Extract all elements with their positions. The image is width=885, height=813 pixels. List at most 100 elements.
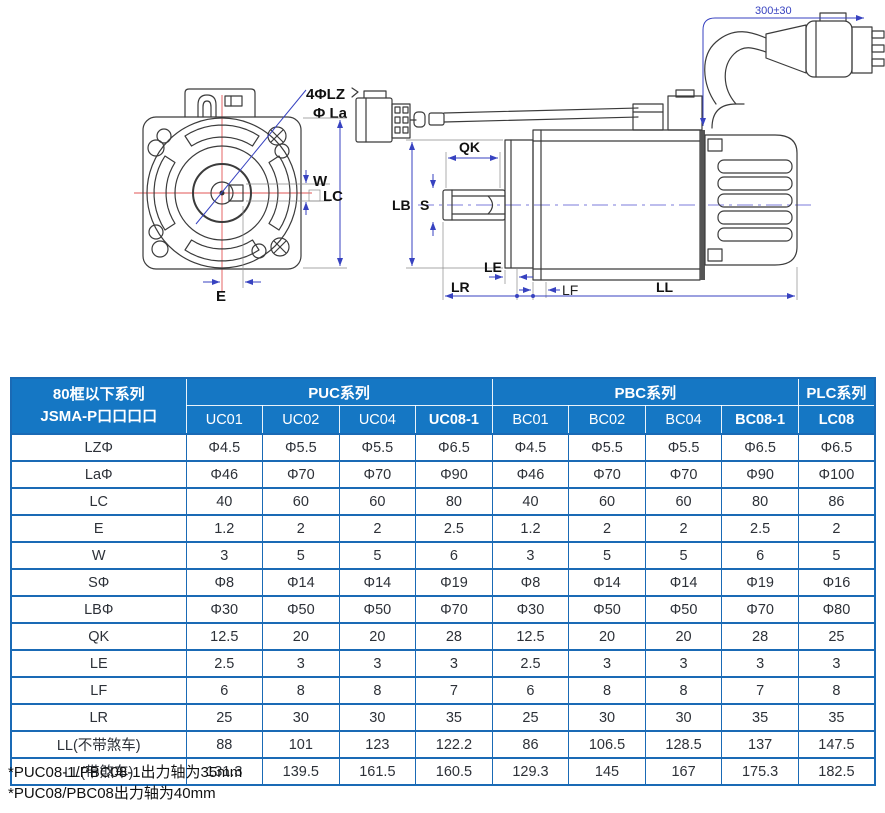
value-cell: 2.5 bbox=[415, 514, 493, 543]
cooling-fin bbox=[717, 227, 793, 242]
value-cell: Φ8 bbox=[491, 568, 570, 597]
value-cell: Φ14 bbox=[568, 568, 646, 597]
screw-hole bbox=[147, 139, 165, 157]
value-cell: 3 bbox=[415, 649, 493, 678]
tolerance-box bbox=[308, 189, 321, 202]
screw-hole bbox=[151, 240, 169, 258]
value-cell: 161.5 bbox=[338, 757, 417, 786]
table-row: E 1.2 2 2 2.5 1.2 2 2 2.5 2 bbox=[10, 514, 876, 543]
value-cell: Φ4.5 bbox=[185, 433, 264, 462]
pin-block bbox=[391, 103, 411, 139]
rear-step bbox=[707, 138, 723, 152]
screw-hole bbox=[156, 128, 172, 144]
value-cell: 7 bbox=[415, 676, 493, 705]
value-cell: Φ100 bbox=[797, 460, 876, 489]
param-label: SΦ bbox=[10, 568, 187, 597]
value-cell: 12.5 bbox=[491, 622, 570, 651]
footnotes: *PUC08-1/PBC08-1出力轴为35mm *PUC08/PBC08出力轴… bbox=[8, 762, 242, 804]
value-cell: 6 bbox=[185, 676, 264, 705]
dim-label-lc: LC bbox=[323, 188, 343, 205]
footnote-line: *PUC08/PBC08出力轴为40mm bbox=[8, 785, 216, 802]
cable-elbow bbox=[711, 103, 745, 129]
value-cell: 3 bbox=[644, 649, 723, 678]
flange-circle bbox=[146, 117, 298, 269]
value-cell: 2 bbox=[644, 514, 723, 543]
value-cell: Φ6.5 bbox=[797, 433, 876, 462]
table-header: 80框以下系列 JSMA-P口口口口 PUC系列 PBC系列 PLC系列 UC01 UC02… bbox=[10, 377, 876, 435]
value-cell: 5 bbox=[262, 541, 340, 570]
param-label: LC bbox=[10, 487, 187, 516]
value-cell: 160.5 bbox=[415, 757, 493, 786]
param-label: LF bbox=[10, 676, 187, 705]
value-cell: 8 bbox=[262, 676, 340, 705]
param-label: LE bbox=[10, 649, 187, 678]
value-cell: 8 bbox=[797, 676, 876, 705]
value-cell: Φ30 bbox=[185, 595, 264, 624]
value-cell: 167 bbox=[644, 757, 723, 786]
connector-latch bbox=[363, 90, 387, 99]
pin bbox=[402, 116, 409, 124]
param-label: LBΦ bbox=[10, 595, 187, 624]
value-cell: 3 bbox=[338, 649, 417, 678]
model-column-header: BC08-1 bbox=[721, 405, 799, 435]
dimension-table-section: 80框以下系列 JSMA-P口口口口 PUC系列 PBC系列 PLC系列 UC01 UC02… bbox=[10, 377, 876, 786]
table-row: SΦ Φ8 Φ14 Φ14 Φ19 Φ8 Φ14 Φ14 Φ19 Φ16 bbox=[10, 568, 876, 597]
model-column-header: BC02 bbox=[568, 405, 646, 435]
value-cell: Φ6.5 bbox=[721, 433, 799, 462]
dim-label-s: S bbox=[420, 197, 429, 213]
value-cell: 35 bbox=[797, 703, 876, 732]
cooling-fin bbox=[717, 159, 793, 174]
value-cell: Φ5.5 bbox=[262, 433, 340, 462]
flange-slots bbox=[153, 124, 291, 262]
cooling-fin bbox=[717, 210, 793, 225]
value-cell: 145 bbox=[568, 757, 646, 786]
rear-housing bbox=[704, 134, 798, 266]
value-cell: Φ5.5 bbox=[568, 433, 646, 462]
value-cell: 20 bbox=[262, 622, 340, 651]
model-column-header: LC08 bbox=[797, 405, 876, 435]
value-cell: 123 bbox=[338, 730, 417, 759]
flange-slot bbox=[268, 155, 291, 231]
table-row: LL(带煞车) 131.3 139.5 161.5 160.5 129.3 145 167 17… bbox=[10, 757, 876, 786]
value-cell: 8 bbox=[338, 676, 417, 705]
motor-body bbox=[532, 129, 701, 281]
table-row: LF 6 8 8 7 6 8 8 7 8 bbox=[10, 676, 876, 705]
screw-crosshead bbox=[270, 237, 290, 257]
param-label: LaΦ bbox=[10, 460, 187, 489]
dim-label-lb: LB bbox=[392, 197, 411, 213]
power-cable bbox=[704, 31, 767, 105]
cable-length-dim bbox=[700, 15, 864, 126]
screw-hole bbox=[274, 143, 290, 159]
value-cell: 30 bbox=[338, 703, 417, 732]
header-model-row: UC01 UC02 UC04 UC08-1 BC01 BC02 BC04 BC08-1 LC08 bbox=[11, 405, 876, 435]
plug-pin bbox=[871, 58, 885, 67]
pin bbox=[394, 106, 401, 114]
value-cell: Φ70 bbox=[644, 460, 723, 489]
table-row: QK 12.5 20 20 28 12.5 20 20 28 25 bbox=[10, 622, 876, 651]
plug-pin-block bbox=[851, 26, 873, 74]
dim-label-le: LE bbox=[484, 259, 502, 275]
leader-line bbox=[195, 89, 307, 225]
value-cell: Φ50 bbox=[644, 595, 723, 624]
dim-label-la: Φ La bbox=[313, 105, 348, 122]
motor-front-view: 4ΦLZ Φ La W LC E bbox=[134, 86, 348, 305]
value-cell: 28 bbox=[415, 622, 493, 651]
value-cell: 20 bbox=[338, 622, 417, 651]
value-cell: 30 bbox=[568, 703, 646, 732]
value-cell: 131.3 bbox=[185, 757, 264, 786]
terminal-block bbox=[667, 95, 703, 131]
thin-cable bbox=[443, 116, 639, 123]
param-label: QK bbox=[10, 622, 187, 651]
param-label: E bbox=[10, 514, 187, 543]
value-cell: 175.3 bbox=[721, 757, 799, 786]
model-column-header: UC01 bbox=[185, 405, 264, 435]
model-column-header: BC04 bbox=[644, 405, 723, 435]
value-cell: 80 bbox=[415, 487, 493, 516]
value-cell: 5 bbox=[644, 541, 723, 570]
value-cell: 30 bbox=[262, 703, 340, 732]
value-cell: Φ50 bbox=[338, 595, 417, 624]
table-row: LBΦ Φ30 Φ50 Φ50 Φ70 Φ30 Φ50 Φ50 Φ70 Φ80 bbox=[10, 595, 876, 624]
value-cell: 60 bbox=[568, 487, 646, 516]
terminal-block bbox=[632, 103, 664, 131]
param-label: LL(不带煞车) bbox=[10, 730, 187, 759]
